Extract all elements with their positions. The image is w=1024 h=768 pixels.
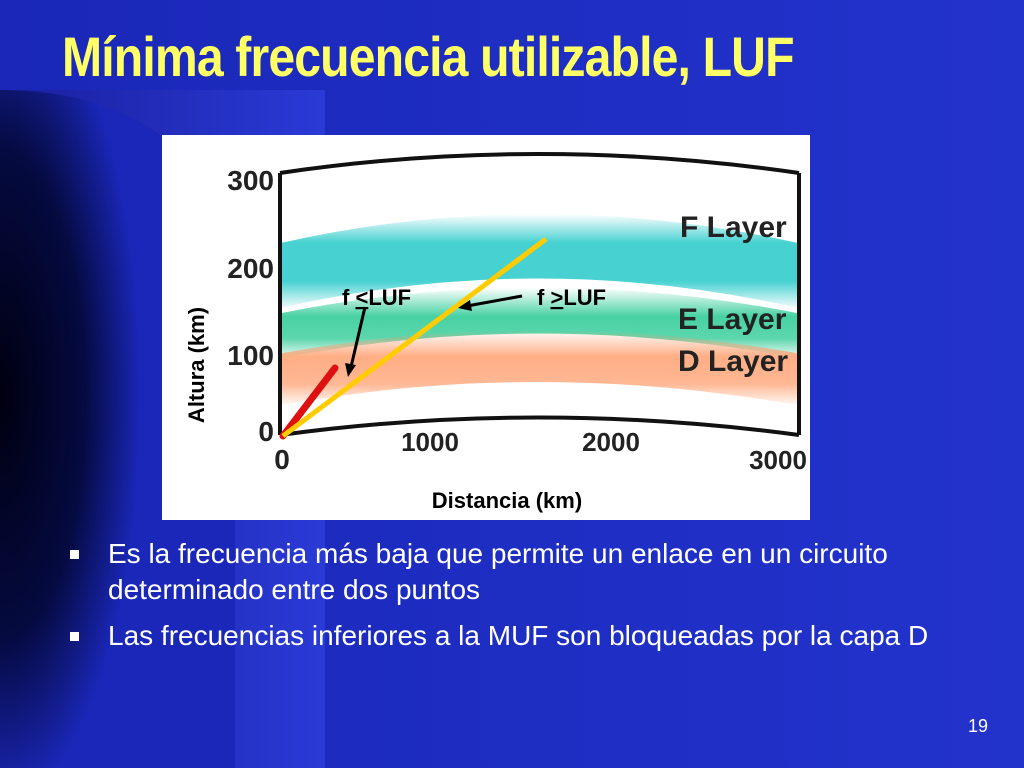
- bullet-list: Es la frecuencia más baja que permite un…: [70, 536, 1000, 664]
- x-tick-label: 2000: [582, 427, 640, 457]
- label-below-luf: f <LUF: [342, 285, 411, 310]
- arrow-below-luf-head: [345, 363, 356, 377]
- e-layer-band: [280, 287, 799, 360]
- d-layer-label: D Layer: [678, 345, 788, 378]
- ray-above-luf: [281, 236, 548, 439]
- bullet-square-icon: [70, 550, 79, 559]
- f-layer-label: F Layer: [680, 211, 787, 244]
- bullet-item: Es la frecuencia más baja que permite un…: [70, 536, 1000, 608]
- arrow-above-luf: [466, 294, 523, 308]
- y-tick-label: 300: [227, 165, 274, 196]
- luf-diagram: f <LUF f >LUF F Layer E Layer D Layer 30…: [162, 135, 810, 520]
- x-tick-label: 1000: [401, 427, 459, 457]
- y-tick-label: 0: [258, 416, 274, 447]
- e-layer-label: E Layer: [678, 303, 787, 336]
- y-tick-label: 200: [227, 253, 274, 284]
- bullet-square-icon: [70, 632, 79, 641]
- f-layer-band: [280, 214, 799, 310]
- top-boundary-curve: [279, 152, 800, 175]
- bullet-item: Las frecuencias inferiores a la MUF son …: [70, 618, 1000, 654]
- bullet-text: Es la frecuencia más baja que permite un…: [108, 538, 888, 605]
- bullet-text: Las frecuencias inferiores a la MUF son …: [108, 620, 929, 651]
- x-tick-label: 3000: [749, 445, 807, 475]
- arrow-above-luf-head: [458, 300, 472, 311]
- label-above-luf: f >LUF: [537, 285, 606, 310]
- slide-title: Mínima frecuencia utilizable, LUF: [62, 25, 794, 88]
- y-axis-label: Altura (km): [184, 307, 209, 423]
- y-tick-label: 100: [227, 340, 274, 371]
- earth-surface-curve: [279, 415, 800, 437]
- d-layer-band: [280, 330, 799, 407]
- x-axis-label: Distancia (km): [432, 488, 582, 513]
- ray-below-luf: [279, 364, 339, 440]
- arrow-below-luf: [349, 306, 367, 368]
- page-number: 19: [967, 716, 988, 736]
- x-tick-label: 0: [274, 444, 290, 475]
